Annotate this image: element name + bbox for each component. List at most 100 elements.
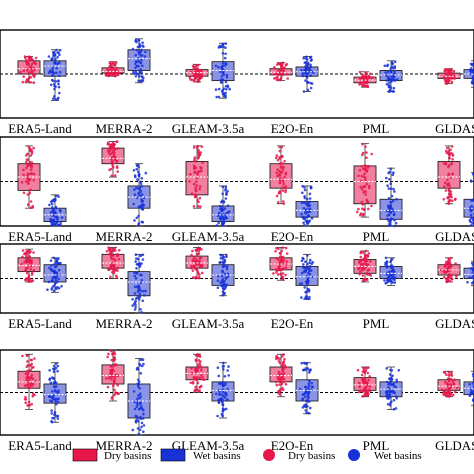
category-label: GLDAS2 (435, 121, 474, 136)
data-point (200, 373, 203, 377)
data-point (359, 270, 362, 273)
data-point (194, 267, 197, 271)
data-point (386, 74, 389, 78)
dry-box-pml (353, 249, 377, 283)
data-point (134, 175, 137, 179)
data-point (303, 201, 306, 204)
data-point (56, 51, 59, 54)
data-point (192, 74, 196, 77)
data-point (47, 55, 51, 58)
data-point (142, 76, 145, 80)
data-point (302, 217, 306, 220)
data-point (359, 255, 363, 259)
data-point (192, 159, 196, 163)
data-point (134, 306, 137, 309)
data-point (442, 162, 446, 165)
data-point (389, 187, 393, 190)
data-point (284, 188, 288, 192)
data-point (300, 259, 304, 263)
wet-box-gleam-3-5a (211, 253, 235, 297)
data-point (302, 257, 305, 261)
dry-box-gleam-3-5a (185, 144, 209, 209)
category-label: PML (363, 438, 390, 453)
data-point (390, 376, 393, 380)
data-point (306, 367, 310, 370)
data-point (49, 200, 53, 204)
data-point (308, 197, 312, 200)
data-point (471, 62, 474, 66)
data-point (359, 185, 363, 189)
data-point (469, 69, 472, 73)
data-point (471, 82, 474, 85)
data-point (55, 385, 58, 388)
data-point (219, 253, 222, 257)
data-point (139, 395, 142, 398)
data-point (54, 57, 57, 61)
data-point (217, 374, 221, 378)
data-point (196, 156, 200, 160)
data-point (357, 207, 360, 211)
data-point (219, 81, 223, 84)
data-point (193, 195, 197, 198)
scatter-points (21, 353, 37, 407)
data-point (140, 193, 144, 196)
data-point (51, 416, 54, 420)
data-point (387, 219, 391, 222)
data-point (284, 173, 287, 176)
data-point (304, 295, 308, 298)
data-point (225, 87, 228, 91)
data-point (280, 170, 284, 174)
data-point (388, 393, 392, 396)
iqr-box (43, 383, 67, 404)
panel-frame (0, 29, 474, 119)
data-point (27, 145, 30, 148)
data-point (141, 64, 144, 68)
data-point (357, 261, 361, 264)
data-point (280, 380, 284, 384)
data-point (52, 367, 55, 371)
data-point (218, 204, 222, 208)
data-point (136, 178, 139, 181)
data-point (471, 391, 474, 394)
data-point (136, 367, 140, 371)
data-point (304, 79, 307, 82)
data-point (283, 357, 286, 361)
data-point (284, 365, 288, 369)
data-point (106, 149, 110, 152)
data-point (384, 256, 388, 260)
data-point (393, 72, 396, 75)
data-point (309, 269, 313, 272)
category-label: PML (363, 121, 390, 136)
data-point (468, 383, 472, 386)
data-point (218, 211, 221, 215)
data-point (132, 390, 136, 393)
data-point (276, 273, 280, 276)
data-point (363, 190, 367, 193)
category-label: GLEAM-3.5a (172, 229, 245, 244)
data-point (57, 85, 61, 89)
data-point (306, 81, 309, 84)
category-label: GLEAM-3.5a (172, 316, 245, 331)
data-point (447, 202, 450, 205)
category-label: MERRA-2 (95, 121, 152, 136)
data-point (25, 161, 28, 164)
data-point (286, 73, 289, 76)
data-point (278, 162, 282, 165)
data-point (49, 218, 52, 221)
data-point (220, 205, 224, 209)
data-point (112, 270, 116, 273)
data-point (55, 215, 58, 219)
data-point (389, 206, 393, 209)
data-point (223, 272, 227, 276)
data-point (189, 381, 193, 385)
data-point (222, 45, 225, 48)
data-point (26, 372, 30, 376)
data-point (217, 401, 221, 405)
data-point (365, 156, 368, 160)
category-label: GLDAS2 (435, 438, 474, 453)
data-point (275, 154, 279, 157)
data-point (137, 380, 141, 384)
dry-box-pml (353, 70, 377, 89)
data-point (358, 385, 361, 388)
data-point (196, 376, 200, 379)
